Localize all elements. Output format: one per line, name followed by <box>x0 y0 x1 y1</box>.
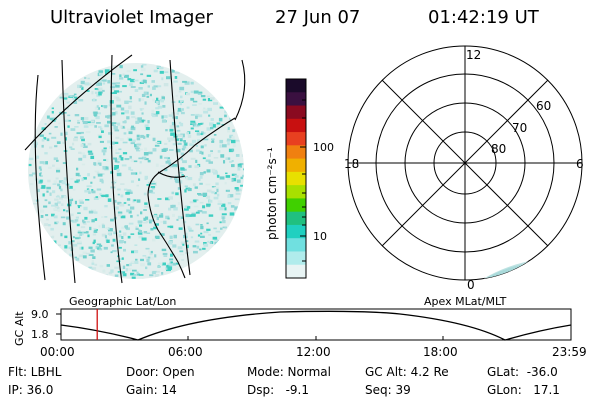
timeline-right-title: Apex MLat/MLT <box>424 295 507 308</box>
date-label: 27 Jun 07 <box>275 7 361 28</box>
timeline-xtick-2359: 23:59 <box>552 345 587 359</box>
dsp-status: Dsp: -9.1 <box>247 383 310 397</box>
mlt-label-0: 0 <box>467 278 475 292</box>
mlt-label-12: 12 <box>466 48 481 62</box>
mode-status: Mode: Normal <box>247 365 331 379</box>
timeline-left-title: Geographic Lat/Lon <box>69 295 176 308</box>
timeline-xtick-0000: 00:00 <box>40 345 75 359</box>
timeline-ytick-9: 9.0 <box>31 308 49 321</box>
colorbar-cell <box>286 185 306 199</box>
colorbar-cell <box>286 158 306 173</box>
filter-status: Flt: LBHL <box>8 365 62 379</box>
colorbar-cell <box>286 224 306 239</box>
colorbar-cell <box>286 92 306 107</box>
glat-status: GLat: -36.0 <box>487 365 558 379</box>
colorbar-cell <box>286 211 306 226</box>
colorbar-cell <box>286 132 306 146</box>
colorbar-cell <box>286 251 306 266</box>
colorbar-tick-10: 10 <box>313 230 327 243</box>
gain-status: Gain: 14 <box>126 383 177 397</box>
timeline-xtick-0600: 06:00 <box>168 345 203 359</box>
timeline-ytick-1-8: 1.8 <box>31 328 49 341</box>
colorbar <box>285 78 307 279</box>
colorbar-cell <box>286 238 306 253</box>
gcalt-status: GC Alt: 4.2 Re <box>365 365 449 379</box>
timeline-xtick-1800: 18:00 <box>423 345 458 359</box>
colorbar-cell <box>286 145 306 160</box>
ip-status: IP: 36.0 <box>8 383 54 397</box>
mlt-label-18: 18 <box>344 157 359 171</box>
colorbar-tick-100: 100 <box>313 141 334 154</box>
timeline-ylabel: GC Alt <box>13 311 26 346</box>
colorbar-cell <box>286 105 306 120</box>
door-status: Door: Open <box>126 365 195 379</box>
time-label: 01:42:19 UT <box>428 7 539 28</box>
uv-image-disk <box>28 63 244 279</box>
colorbar-cell <box>286 198 306 213</box>
colorbar-cell <box>286 264 306 279</box>
seq-status: Seq: 39 <box>365 383 411 397</box>
glon-status: GLon: 17.1 <box>487 383 560 397</box>
mlat-label-80: 80 <box>491 142 506 156</box>
colorbar-unit-label: photon cm⁻²s⁻¹ <box>265 147 279 240</box>
colorbar-cell <box>286 79 306 93</box>
instrument-title: Ultraviolet Imager <box>50 7 213 28</box>
colorbar-cell <box>286 118 306 133</box>
mlt-label-6: 6 <box>576 157 584 171</box>
altitude-timeline <box>56 308 572 341</box>
colorbar-cell <box>286 171 306 186</box>
geographic-grid <box>24 54 246 284</box>
polar-dial <box>347 45 583 281</box>
mlat-label-60: 60 <box>536 99 551 113</box>
timeline-xtick-1200: 12:00 <box>296 345 331 359</box>
mlat-label-70: 70 <box>512 121 527 135</box>
